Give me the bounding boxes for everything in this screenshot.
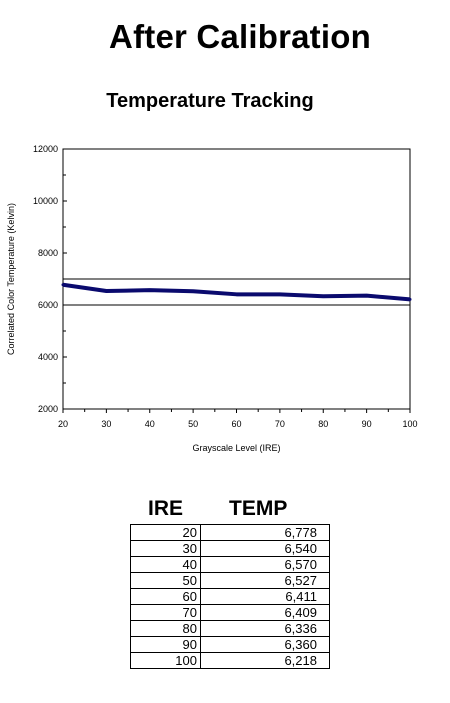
x-tick-label: 100 [402,419,417,429]
data-point [61,283,65,287]
x-tick-label: 90 [362,419,372,429]
table-cell-temp: 6,527 [200,572,330,589]
y-tick-label: 12000 [33,144,58,154]
data-point [235,292,238,296]
table-row: 90 6,360 [130,636,330,653]
table-header-ire: IRE [148,497,184,520]
table-header-temp: TEMP [229,497,288,520]
y-tick-label: 4000 [38,352,58,362]
table-cell-temp: 6,336 [200,620,330,637]
x-tick-label: 20 [58,419,68,429]
table-cell-ire: 80 [130,620,201,637]
data-point [321,294,325,298]
table-cell-ire: 60 [130,588,201,605]
x-tick-label: 40 [145,419,155,429]
table-row: 80 6,336 [130,620,330,637]
y-axis-label: Correlated Color Temperature (Kelvin) [6,203,16,355]
temperature-table: 20 6,778 30 6,540 40 6,570 50 6,527 60 6,411 70 6,4… [130,524,330,669]
data-point [104,289,108,293]
x-tick-label: 30 [101,419,111,429]
x-tick-label: 80 [318,419,328,429]
table-cell-temp: 6,218 [200,652,330,669]
y-tick-label: 10000 [33,196,58,206]
table-cell-temp: 6,540 [200,540,330,557]
table-row: 30 6,540 [130,540,330,557]
temperature-series-line [62,282,411,302]
chart-title: Temperature Tracking [106,90,314,112]
x-tick-label: 70 [275,419,285,429]
table-cell-ire: 20 [130,524,201,541]
table-row: 70 6,409 [130,604,330,621]
x-axis-label: Grayscale Level (IRE) [192,443,280,453]
data-point [408,297,412,301]
y-tick-label: 8000 [38,248,58,258]
page-title: After Calibration [109,18,371,55]
table-cell-ire: 100 [130,652,201,669]
data-point [365,294,369,298]
x-tick-label: 50 [188,419,198,429]
table-cell-temp: 6,360 [200,636,330,653]
table-row: 60 6,411 [130,588,330,605]
table-cell-temp: 6,411 [200,588,330,605]
table-cell-ire: 30 [130,540,201,557]
temperature-tracking-chart: 2000 4000 6000 8000 10000 12000 20 30 40 50 60 70 80… [6,144,418,453]
table-cell-ire: 90 [130,636,201,653]
table-row: 100 6,218 [130,652,330,669]
table-cell-ire: 40 [130,556,201,573]
data-point [278,292,282,296]
y-tick-label: 2000 [38,404,58,414]
table-cell-temp: 6,409 [200,604,330,621]
table-cell-temp: 6,778 [200,524,330,541]
table-row: 20 6,778 [130,524,330,541]
table-cell-ire: 50 [130,572,201,589]
data-point [148,288,152,292]
table-row: 40 6,570 [130,556,330,573]
table-row: 50 6,527 [130,572,330,589]
x-tick-label: 60 [231,419,241,429]
table-cell-temp: 6,570 [200,556,330,573]
table-cell-ire: 70 [130,604,201,621]
y-tick-label: 6000 [38,300,58,310]
data-point [191,289,195,293]
